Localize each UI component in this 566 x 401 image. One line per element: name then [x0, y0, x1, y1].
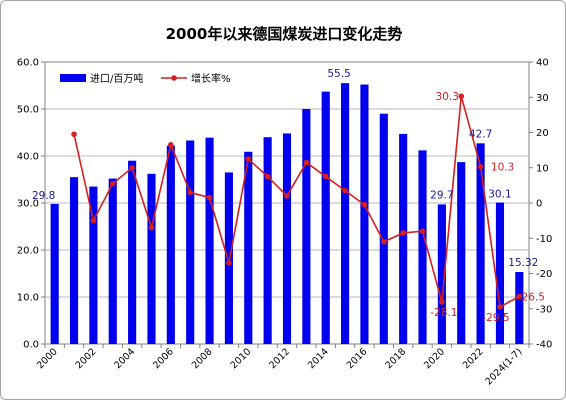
- y-right-tick-label: -40: [536, 340, 552, 351]
- bar: [128, 160, 137, 344]
- growth-point: [303, 159, 310, 166]
- legend-line-label: 增长率%: [191, 72, 231, 85]
- legend-bar-swatch: [60, 74, 86, 82]
- x-tick-label: 2012: [267, 346, 292, 371]
- y-right-tick-label: 20: [536, 128, 549, 139]
- y-right-tick-label: 40: [536, 58, 549, 69]
- growth-point: [264, 173, 271, 180]
- bar: [186, 140, 195, 344]
- growth-point: [129, 164, 135, 171]
- bar: [495, 202, 505, 344]
- bar: [224, 172, 233, 344]
- x-tick-label: 2008: [190, 346, 215, 371]
- legend-bar-label: 进口/百万吨: [90, 72, 143, 85]
- x-tick-label: 2020: [422, 346, 447, 371]
- bar: [166, 145, 175, 344]
- bar: [147, 173, 156, 344]
- bar: [437, 204, 446, 344]
- y-left-tick-label: 20.0: [17, 246, 39, 257]
- bar: [341, 83, 350, 345]
- bar-data-label: 29.7: [430, 189, 453, 201]
- line-data-label: -29.5: [482, 312, 509, 324]
- bar: [515, 271, 524, 344]
- y-right-tick-label: 0: [536, 199, 542, 210]
- bar-data-label: 29.8: [32, 190, 55, 202]
- bar: [302, 109, 311, 344]
- growth-point: [516, 293, 523, 300]
- growth-point: [419, 228, 426, 234]
- legend-line-marker: [171, 75, 177, 81]
- growth-point: [90, 217, 97, 224]
- y-left-tick-label: 10.0: [17, 293, 39, 304]
- bar: [321, 91, 330, 344]
- y-left-tick-label: 30.0: [17, 199, 39, 210]
- growth-line: [73, 95, 520, 309]
- bar: [476, 143, 485, 344]
- growth-point: [226, 260, 232, 266]
- y-right-tick-label: -20: [536, 269, 552, 280]
- line-data-label: 10.3: [491, 162, 514, 174]
- growth-point: [284, 193, 290, 199]
- bar: [457, 162, 466, 344]
- y-right-tick-label: -30: [536, 304, 552, 315]
- bar: [69, 177, 79, 344]
- x-tick-label: 2004: [112, 346, 137, 371]
- x-tick-label: 2022: [461, 346, 486, 371]
- bar-data-label: 15.32: [508, 257, 538, 269]
- y-right-tick-label: -10: [536, 234, 552, 245]
- bar: [244, 151, 253, 344]
- bar: [50, 203, 59, 344]
- x-tick-label: 2010: [229, 346, 254, 371]
- growth-point: [245, 156, 252, 162]
- y-left-tick-label: 0.0: [23, 340, 39, 351]
- bar: [89, 186, 98, 344]
- chart-title: 2000年以来德国煤炭进口变化走势: [166, 25, 403, 43]
- growth-point: [322, 173, 329, 180]
- bar: [399, 133, 408, 344]
- bar: [418, 150, 427, 344]
- line-data-label: -26.5: [518, 291, 545, 303]
- bar-data-label: 42.7: [469, 128, 492, 140]
- x-tick-label: 2006: [151, 346, 176, 371]
- growth-point: [381, 238, 387, 245]
- bar: [282, 133, 292, 344]
- x-tick-label: 2014: [306, 346, 331, 371]
- y-right-tick-label: 30: [536, 93, 549, 104]
- bar: [360, 84, 369, 344]
- growth-point: [400, 230, 406, 236]
- growth-point: [439, 299, 445, 305]
- growth-point: [477, 163, 484, 170]
- y-left-tick-label: 50.0: [17, 105, 39, 116]
- growth-point: [458, 93, 465, 99]
- line-data-label: -28.1: [430, 307, 457, 319]
- growth-point: [71, 131, 77, 138]
- growth-point: [497, 304, 503, 310]
- bar-data-label: 30.1: [488, 189, 511, 201]
- x-tick-label: 2024(1-7): [483, 346, 524, 387]
- y-right-tick-label: 10: [536, 163, 549, 174]
- bar: [205, 137, 214, 344]
- growth-point: [342, 187, 348, 194]
- x-tick-label: 2018: [383, 346, 408, 371]
- line-data-label: 30.3: [436, 91, 459, 103]
- x-tick-label: 2016: [345, 346, 370, 371]
- growth-point: [187, 189, 193, 196]
- bar-data-label: 55.5: [327, 68, 350, 80]
- bar: [379, 113, 388, 344]
- growth-point: [206, 194, 213, 201]
- growth-point: [168, 142, 174, 148]
- growth-point: [361, 201, 368, 208]
- growth-point: [109, 180, 116, 187]
- growth-point: [148, 224, 155, 231]
- x-tick-label: 2002: [74, 346, 99, 371]
- bar: [108, 178, 117, 344]
- bar: [263, 137, 272, 344]
- y-left-tick-label: 40.0: [17, 152, 39, 163]
- y-left-tick-label: 60.0: [17, 58, 39, 69]
